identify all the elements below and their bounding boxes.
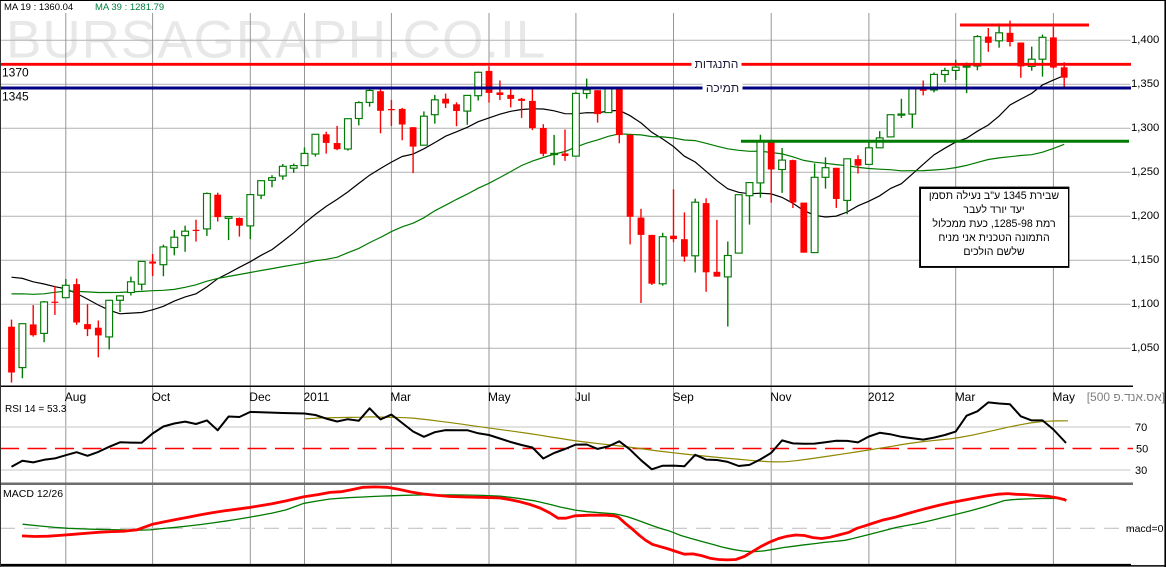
svg-text:Oct: Oct [152, 390, 171, 404]
svg-text:1,150: 1,150 [1131, 254, 1159, 266]
svg-text:70: 70 [1135, 422, 1147, 434]
svg-text:1345: 1345 [2, 90, 29, 104]
svg-text:1,100: 1,100 [1131, 298, 1159, 310]
svg-text:1,300: 1,300 [1131, 122, 1159, 134]
svg-text:Jul: Jul [575, 390, 590, 404]
svg-text:2011: 2011 [304, 390, 330, 404]
svg-text:MA 39 : 1281.79: MA 39 : 1281.79 [95, 2, 164, 13]
svg-text:תמיכה: תמיכה [706, 81, 739, 95]
svg-text:1370: 1370 [2, 66, 29, 80]
svg-text:Sep: Sep [673, 390, 695, 404]
svg-text:macd=0: macd=0 [1126, 523, 1164, 535]
svg-text:1,050: 1,050 [1131, 342, 1159, 354]
svg-text:1,250: 1,250 [1131, 166, 1159, 178]
svg-text:1,400: 1,400 [1131, 34, 1159, 46]
svg-text:30: 30 [1135, 465, 1147, 477]
svg-text:התנגדות: התנגדות [695, 57, 739, 71]
svg-text:50: 50 [1136, 444, 1148, 456]
svg-text:May: May [488, 390, 511, 404]
svg-text:Mar: Mar [390, 390, 411, 404]
svg-text:MACD 12/26: MACD 12/26 [3, 488, 63, 500]
svg-text:MA 19 : 1360.04: MA 19 : 1360.04 [4, 2, 73, 13]
svg-text:1,200: 1,200 [1131, 210, 1159, 222]
svg-text:Aug: Aug [65, 390, 86, 404]
svg-text:Nov: Nov [770, 390, 791, 404]
svg-text:May: May [1052, 390, 1075, 404]
svg-text:1,350: 1,350 [1131, 78, 1159, 90]
svg-text:Dec: Dec [249, 390, 270, 404]
svg-text:2012: 2012 [868, 390, 895, 404]
svg-text:RSI 14 = 53.3: RSI 14 = 53.3 [5, 404, 67, 415]
svg-text:Mar: Mar [955, 390, 976, 404]
